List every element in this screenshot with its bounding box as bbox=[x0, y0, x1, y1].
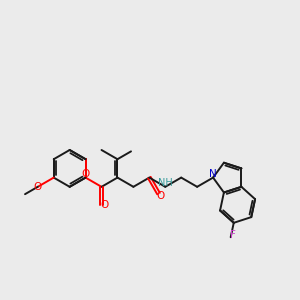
Text: NH: NH bbox=[158, 178, 173, 188]
Text: O: O bbox=[156, 191, 164, 201]
Text: O: O bbox=[34, 182, 42, 192]
Text: N: N bbox=[209, 169, 217, 178]
Text: O: O bbox=[82, 169, 90, 179]
Text: F: F bbox=[230, 230, 236, 240]
Text: O: O bbox=[101, 200, 109, 210]
